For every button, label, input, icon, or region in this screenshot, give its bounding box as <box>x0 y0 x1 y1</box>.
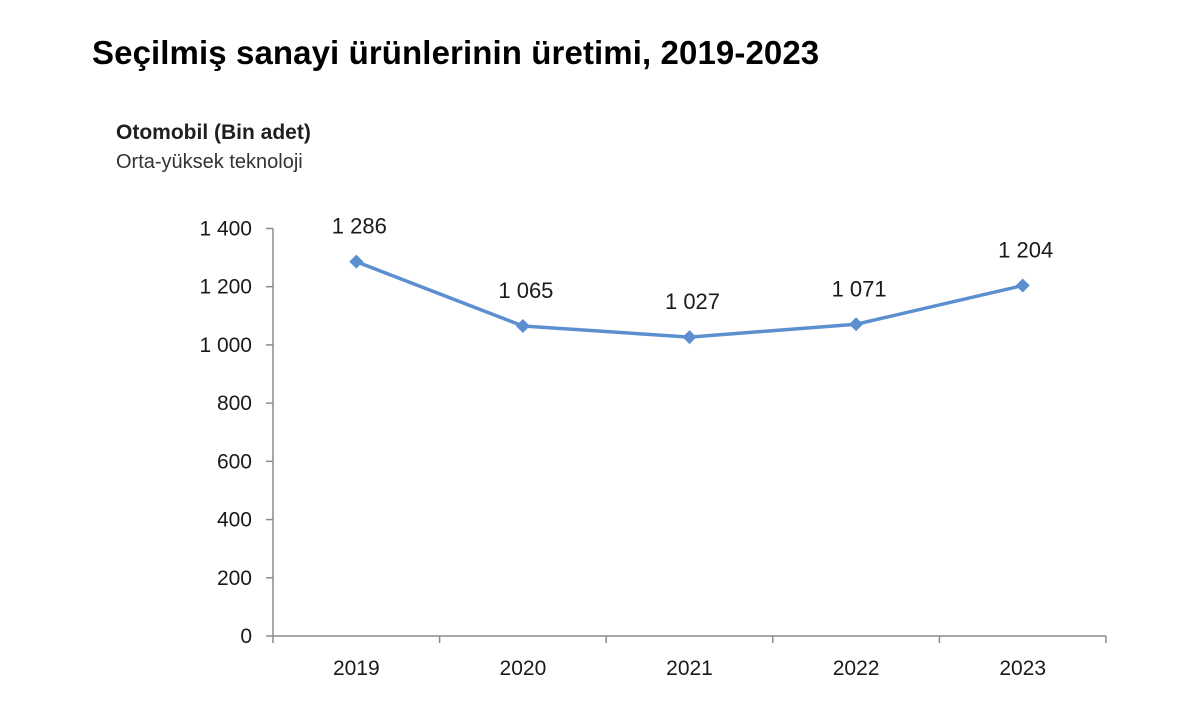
y-tick-label: 1 400 <box>199 218 252 241</box>
y-tick-label: 1 000 <box>199 334 252 357</box>
y-tick-label: 800 <box>217 392 252 415</box>
x-tick-label: 2023 <box>999 657 1046 680</box>
x-tick-label: 2022 <box>833 657 880 680</box>
data-label: 1 027 <box>665 289 720 314</box>
series-group <box>349 254 1030 345</box>
data-point-marker <box>515 319 530 334</box>
x-axis: 2019 2020 2021 2022 2023 <box>272 635 1107 680</box>
data-label: 1 065 <box>498 278 553 303</box>
x-tick-label: 2020 <box>500 657 547 680</box>
y-axis: 0 200 400 600 800 1 000 1 200 1 400 <box>199 218 274 648</box>
y-tick-label: 400 <box>217 509 252 532</box>
chart-title: Otomobil (Bin adet) <box>116 121 311 144</box>
data-point-marker <box>849 317 864 332</box>
chart-subtitle: Orta-yüksek teknoloji <box>116 151 303 173</box>
data-point-marker <box>349 254 364 269</box>
y-tick-label: 1 200 <box>199 276 252 299</box>
x-tick-label: 2021 <box>666 657 713 680</box>
y-tick-label: 0 <box>240 625 252 648</box>
data-label: 1 071 <box>832 276 887 301</box>
page-title: Seçilmiş sanayi ürünlerinin üretimi, 201… <box>92 34 820 71</box>
data-labels: 1 286 1 065 1 027 1 071 1 204 <box>332 214 1053 314</box>
x-tick-label: 2019 <box>333 657 380 680</box>
data-point-marker <box>1015 278 1030 293</box>
y-tick-label: 600 <box>217 450 252 473</box>
data-point-marker <box>682 330 697 345</box>
y-tick-label: 200 <box>217 567 252 590</box>
data-label: 1 204 <box>998 238 1053 263</box>
data-label: 1 286 <box>332 214 387 239</box>
